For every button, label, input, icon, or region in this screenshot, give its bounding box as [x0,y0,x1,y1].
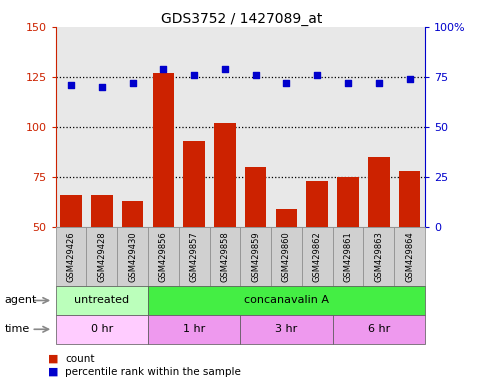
Text: time: time [5,324,30,334]
Bar [122,200,143,227]
Point [313,72,321,78]
Point [221,66,229,72]
Point [252,72,259,78]
Text: GSM429861: GSM429861 [343,231,353,282]
Text: ■: ■ [48,367,59,377]
Text: ■: ■ [48,354,59,364]
Bar [276,209,297,227]
Text: GSM429426: GSM429426 [67,231,75,281]
Point [98,84,106,90]
Bar [368,157,390,227]
Bar [60,195,82,227]
Text: untreated: untreated [74,295,129,306]
Bar [184,141,205,227]
Point [67,82,75,88]
Text: concanavalin A: concanavalin A [244,295,329,306]
Text: GSM429860: GSM429860 [282,231,291,282]
Point [406,76,413,82]
Text: 1 hr: 1 hr [183,324,205,334]
Point [128,80,136,86]
Text: 6 hr: 6 hr [368,324,390,334]
Text: GSM429864: GSM429864 [405,231,414,282]
Text: GSM429862: GSM429862 [313,231,322,282]
Point [344,80,352,86]
Bar [91,195,113,227]
Bar [399,170,420,227]
Point [283,80,290,86]
Text: count: count [65,354,95,364]
Bar [153,73,174,227]
Text: GSM429428: GSM429428 [97,231,106,281]
Text: agent: agent [5,295,37,306]
Text: GSM429859: GSM429859 [251,231,260,281]
Text: 0 hr: 0 hr [91,324,113,334]
Bar [307,180,328,227]
Point [190,72,198,78]
Text: 3 hr: 3 hr [275,324,298,334]
Text: GSM429430: GSM429430 [128,231,137,281]
Bar [337,177,359,227]
Bar [245,167,267,227]
Bar [214,123,236,227]
Point [159,66,167,72]
Text: percentile rank within the sample: percentile rank within the sample [65,367,241,377]
Text: GSM429856: GSM429856 [159,231,168,282]
Point [375,80,383,86]
Text: GSM429858: GSM429858 [220,231,229,282]
Text: GDS3752 / 1427089_at: GDS3752 / 1427089_at [161,12,322,25]
Text: GSM429863: GSM429863 [374,231,384,282]
Text: GSM429857: GSM429857 [190,231,199,282]
